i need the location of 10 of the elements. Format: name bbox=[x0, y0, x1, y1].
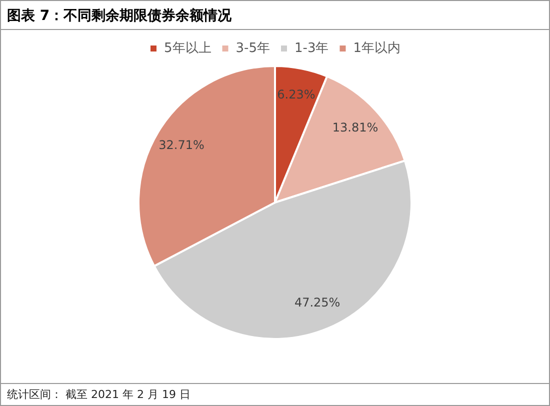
legend-label: 5年以上 bbox=[164, 40, 212, 56]
data-label: 32.71% bbox=[158, 138, 204, 152]
text: 统计区间： 截至 2021 年 2 月 19 日 bbox=[7, 388, 190, 401]
legend-label: 1-3年 bbox=[294, 40, 329, 56]
chart-title: 图表 7：不同剩余期限债券余额情况 bbox=[1, 1, 549, 30]
data-label: 47.25% bbox=[294, 295, 340, 310]
legend-label: 1年以内 bbox=[353, 40, 401, 56]
legend-label: 3-5年 bbox=[236, 40, 270, 56]
data-label: 13.81% bbox=[332, 120, 378, 135]
data-label: 6.23% bbox=[277, 88, 316, 102]
